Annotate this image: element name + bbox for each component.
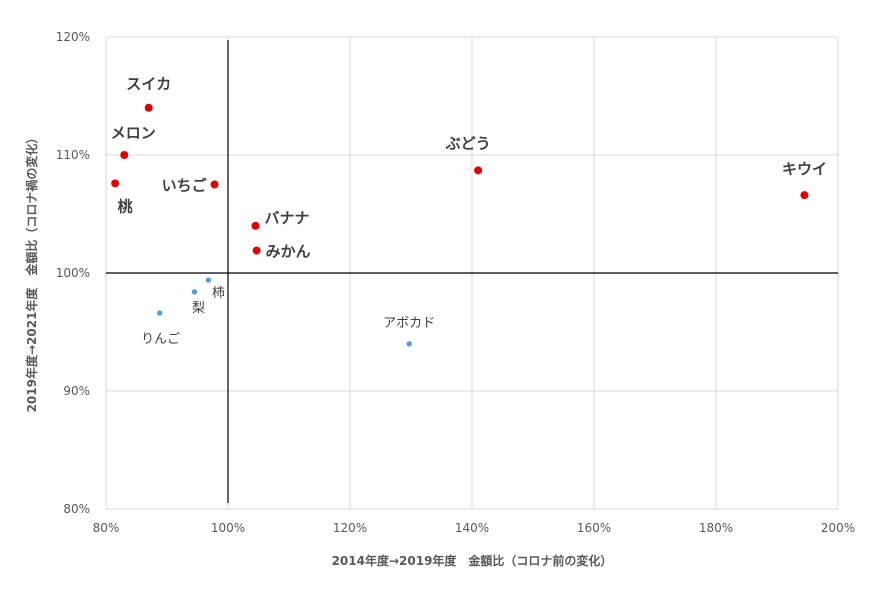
- data-points: [111, 103, 809, 347]
- reference-lines: [106, 40, 838, 503]
- x-axis-title: 2014年度→2019年度 金額比（コロナ前の変化）: [332, 553, 613, 568]
- point-label: 桃: [118, 197, 133, 215]
- point-label: アボカド: [383, 316, 435, 331]
- data-point: [111, 179, 120, 188]
- point-label: スイカ: [126, 75, 171, 93]
- data-point: [210, 180, 219, 189]
- data-point: [191, 289, 198, 295]
- x-tick-label: 160%: [577, 521, 611, 535]
- data-point: [205, 277, 212, 283]
- x-tick-label: 200%: [821, 521, 855, 535]
- point-label: いちご: [162, 177, 208, 195]
- point-label: 梨: [192, 301, 205, 316]
- point-label: バナナ: [264, 209, 309, 227]
- y-axis-ticks: 80% 90% 100% 110% 120%: [56, 30, 90, 516]
- x-axis-ticks: 80% 100% 120% 140% 160% 180% 200%: [93, 521, 855, 535]
- x-tick-label: 80%: [93, 521, 120, 535]
- y-tick-label: 90%: [63, 384, 90, 398]
- y-axis-title: 2019年度→2021年度 金額比（コロナ禍の変化）: [24, 132, 39, 413]
- point-label: ぶどう: [445, 134, 491, 152]
- point-label: メロン: [111, 124, 156, 142]
- point-label: 柿: [212, 285, 225, 301]
- y-tick-label: 120%: [56, 30, 90, 44]
- y-tick-label: 80%: [63, 502, 90, 516]
- y-tick-label: 110%: [56, 148, 90, 162]
- data-point: [406, 341, 412, 347]
- point-label: みかん: [266, 243, 311, 261]
- data-point: [474, 166, 483, 175]
- data-point: [156, 310, 163, 316]
- y-tick-label: 100%: [56, 266, 90, 280]
- x-tick-label: 100%: [211, 521, 245, 535]
- x-tick-label: 140%: [455, 521, 489, 535]
- data-point: [251, 221, 260, 230]
- data-point: [144, 103, 153, 112]
- point-label: キウイ: [782, 160, 827, 178]
- x-tick-label: 180%: [699, 521, 733, 535]
- data-point: [800, 191, 809, 200]
- point-label: りんご: [141, 331, 180, 347]
- x-tick-label: 120%: [333, 521, 367, 535]
- data-point: [252, 246, 261, 255]
- data-point: [120, 151, 129, 159]
